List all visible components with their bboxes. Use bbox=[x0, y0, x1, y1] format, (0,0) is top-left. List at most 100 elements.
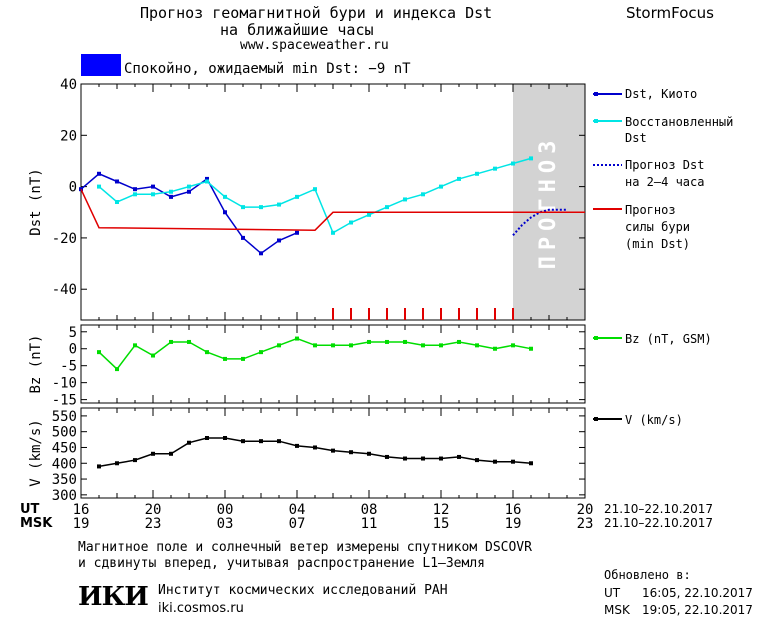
v-point bbox=[115, 461, 119, 466]
footer-note-2: и сдвинуты вперед, учитывая распростране… bbox=[78, 556, 485, 571]
v-series-line-0 bbox=[98, 437, 532, 468]
legend-restored-1: Восстановленный bbox=[625, 115, 734, 129]
y-tick-label: -5 bbox=[60, 359, 77, 375]
msk-tick-label: 19 bbox=[73, 516, 90, 532]
legend-v: V (km/s) bbox=[625, 413, 683, 427]
dst-point bbox=[205, 179, 209, 184]
institute-url[interactable]: iki.cosmos.ru bbox=[158, 601, 244, 616]
v-point bbox=[421, 456, 425, 461]
ut-tick-label: 00 bbox=[217, 502, 234, 518]
legend-storm-2: силы бури bbox=[625, 220, 691, 234]
msk-tick-label: 15 bbox=[433, 516, 450, 532]
bz-frame bbox=[80, 324, 586, 404]
dst-ylabel: Dst (nT) bbox=[28, 168, 44, 235]
v-point bbox=[385, 454, 389, 459]
ut-axis-label: UT bbox=[20, 502, 40, 517]
legend-bz: Bz (nT, GSM) bbox=[625, 332, 712, 346]
y-tick-label: 350 bbox=[52, 472, 77, 488]
y-tick-label: 40 bbox=[60, 77, 77, 93]
updated-ut: 16:05, 22.10.2017 bbox=[642, 586, 753, 600]
msk-tick-label: 23 bbox=[577, 516, 594, 532]
bz-point bbox=[241, 356, 245, 361]
msk-tick-label: 19 bbox=[505, 516, 522, 532]
institute-name: Институт космических исследований РАН bbox=[158, 583, 448, 598]
legend-forecast-1: Прогноз Dst bbox=[625, 158, 705, 172]
dst-point bbox=[313, 187, 317, 192]
bz-point bbox=[421, 343, 425, 348]
dst-point bbox=[169, 189, 173, 194]
dst-point bbox=[133, 192, 137, 197]
updated-msk: 19:05, 22.10.2017 bbox=[642, 603, 753, 617]
bz-point bbox=[277, 343, 281, 348]
y-tick-label: -10 bbox=[52, 376, 77, 392]
footer-note-1: Магнитное поле и солнечный ветер измерен… bbox=[78, 540, 532, 555]
v-point bbox=[493, 459, 497, 464]
bz-point bbox=[259, 350, 263, 355]
bz-point bbox=[439, 343, 443, 348]
dst-point bbox=[457, 176, 461, 181]
dst-point bbox=[187, 189, 191, 194]
updated-msk-label: MSK bbox=[604, 603, 630, 617]
bz-point bbox=[295, 336, 299, 341]
msk-axis-label: MSK bbox=[20, 516, 53, 531]
dst-point bbox=[169, 194, 173, 199]
dst-point bbox=[115, 200, 119, 204]
bz-point bbox=[331, 343, 335, 348]
bz-point bbox=[457, 339, 461, 344]
updated-label: Обновлено в: bbox=[604, 568, 691, 582]
bz-point bbox=[133, 343, 137, 348]
dst-point bbox=[97, 171, 101, 176]
v-point bbox=[151, 451, 155, 456]
iki-logo: ИКИ bbox=[78, 582, 149, 612]
bz-point bbox=[151, 353, 155, 358]
dst-point bbox=[187, 184, 191, 189]
dst-point bbox=[133, 187, 137, 192]
v-point bbox=[529, 461, 533, 466]
dst-point bbox=[241, 205, 245, 210]
msk-tick-label: 07 bbox=[289, 516, 306, 532]
dst-series-line-1 bbox=[98, 157, 532, 234]
msk-date-range: 21.10–22.10.2017 bbox=[604, 516, 714, 530]
v-point bbox=[475, 458, 479, 463]
v-point bbox=[187, 440, 191, 445]
v-point bbox=[277, 439, 281, 444]
legend-dst-kyoto: Dst, Киото bbox=[625, 87, 698, 101]
bz-point bbox=[349, 343, 353, 348]
v-point bbox=[511, 459, 515, 464]
dst-point bbox=[295, 230, 299, 235]
v-point bbox=[313, 445, 317, 450]
ut-tick-label: 16 bbox=[505, 502, 522, 518]
msk-tick-label: 23 bbox=[145, 516, 162, 532]
bz-ylabel: Bz (nT) bbox=[28, 334, 44, 393]
bz-point bbox=[313, 343, 317, 348]
ut-date-range: 21.10–22.10.2017 bbox=[604, 502, 714, 516]
updated-ut-label: UT bbox=[604, 586, 621, 600]
title-line2: на ближайшие часы bbox=[220, 21, 374, 39]
v-point bbox=[133, 458, 137, 463]
bz-point bbox=[115, 367, 119, 372]
v-point bbox=[403, 456, 407, 461]
ut-tick-label: 16 bbox=[73, 502, 90, 518]
msk-tick-label: 03 bbox=[217, 516, 234, 532]
y-tick-label: -15 bbox=[52, 393, 77, 409]
dst-point bbox=[223, 194, 227, 199]
dst-series-line-3 bbox=[80, 188, 585, 231]
dst-frame bbox=[80, 83, 586, 321]
dst-point bbox=[295, 194, 299, 199]
legend-forecast-2: на 2–4 часа bbox=[625, 175, 705, 189]
v-point bbox=[439, 456, 443, 461]
dst-point bbox=[277, 238, 281, 243]
bz-point bbox=[187, 339, 191, 344]
bz-point bbox=[205, 350, 209, 355]
v-frame bbox=[80, 407, 586, 499]
dst-point bbox=[403, 197, 407, 202]
dst-point bbox=[385, 205, 389, 210]
v-point bbox=[331, 448, 335, 453]
dst-point bbox=[439, 184, 443, 189]
v-point bbox=[259, 439, 263, 444]
y-tick-label: 500 bbox=[52, 425, 77, 441]
y-tick-label: 20 bbox=[60, 128, 77, 144]
dst-point bbox=[151, 184, 155, 189]
legend-marker bbox=[594, 119, 598, 123]
